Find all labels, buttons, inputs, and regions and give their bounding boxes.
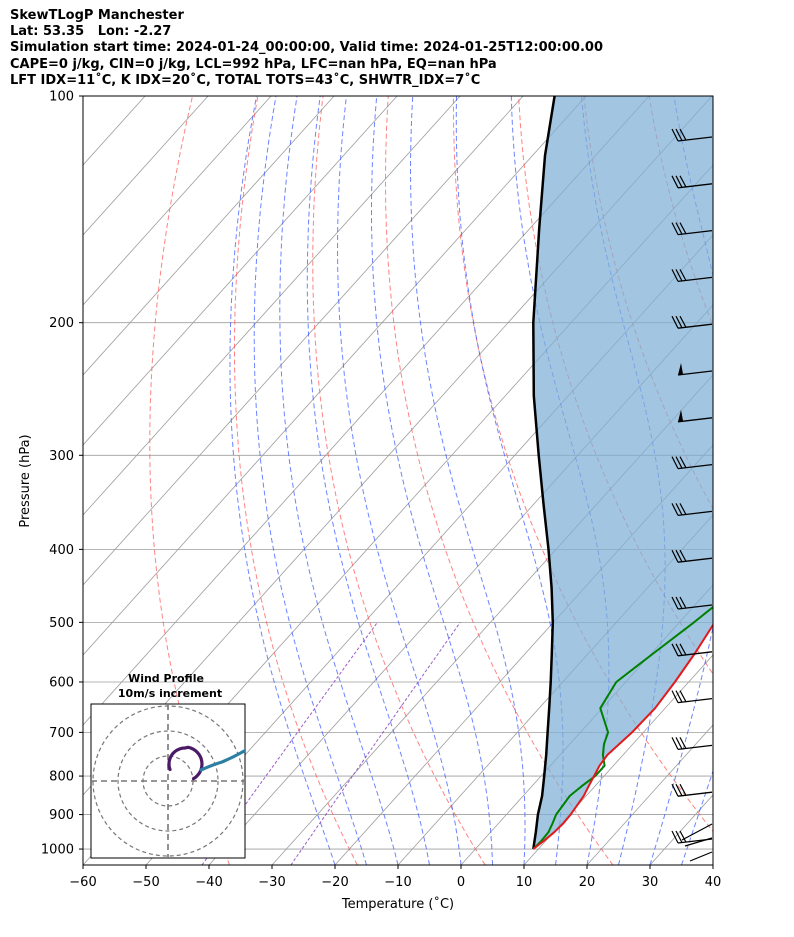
- wind-barb-icon: [671, 456, 713, 470]
- isotherm-line: [83, 96, 335, 376]
- dry-adiabat: [780, 96, 794, 865]
- isotherm-line: [145, 234, 713, 865]
- parcel-profile-line: [532, 96, 556, 850]
- isotherm-line: [271, 374, 713, 865]
- isotherm-line: [83, 96, 398, 446]
- moist-adiabat: [409, 96, 526, 865]
- x-axis-label: Temperature (˚C): [341, 896, 454, 912]
- isotherm-line: [397, 514, 713, 865]
- moist-adiabat: [371, 96, 493, 865]
- wind-barb-icon: [671, 549, 713, 563]
- y-tick-label: 700: [49, 726, 74, 741]
- x-tick-label: 30: [642, 875, 659, 890]
- wind-barb-icon: [671, 269, 713, 283]
- isotherm-line: [83, 96, 587, 656]
- isotherm-line: [83, 96, 461, 516]
- x-tick-label: 10: [516, 875, 533, 890]
- dry-adiabat: [234, 96, 358, 865]
- x-tick-label: 40: [705, 875, 722, 890]
- y-tick-label: 600: [49, 675, 74, 690]
- dry-adiabat: [384, 96, 614, 865]
- y-tick-label: 100: [49, 90, 74, 105]
- wind-barb-icon: [671, 222, 713, 236]
- dewpoint-line: [532, 605, 713, 850]
- y-tick-label: 400: [49, 543, 74, 558]
- isotherm-line: [83, 96, 650, 726]
- location-line: Lat: 53.35 Lon: -2.27: [10, 24, 172, 40]
- moist-adiabat: [306, 96, 430, 865]
- isotherm-line: [523, 654, 713, 865]
- moist-adiabat: [649, 96, 713, 865]
- moist-adiabat: [681, 769, 713, 865]
- x-tick-label: −40: [195, 875, 222, 890]
- wind-profile-inset: Wind Profile 10m/s increment: [90, 672, 246, 859]
- isotherm-line: [83, 96, 209, 236]
- x-tick-label: −20: [321, 875, 348, 890]
- index-line: LFT IDX=11˚C, K IDX=20˚C, TOTAL TOTS=43˚…: [10, 72, 481, 88]
- wind-barb-icon: [689, 851, 713, 862]
- moist-adiabat: [253, 96, 367, 865]
- moist-adiabat: [336, 96, 462, 865]
- isotherm-line: [586, 724, 713, 865]
- isotherm-line: [83, 96, 272, 306]
- y-tick-label: 300: [49, 449, 74, 464]
- y-tick-label: 800: [49, 770, 74, 785]
- mixing-ratio-line: [290, 622, 461, 865]
- isotherm-line: [712, 864, 713, 865]
- dry-adiabat: [312, 96, 486, 865]
- temperature-line: [532, 623, 713, 850]
- hodograph-trace-low: [199, 748, 245, 772]
- wind-barb-icon: [677, 409, 713, 423]
- cape-shading: [533, 96, 713, 849]
- hodograph: [91, 704, 245, 858]
- y-tick-label: 900: [49, 808, 74, 823]
- y-tick-label: 1000: [41, 843, 74, 858]
- isotherm-line: [83, 96, 524, 586]
- wind-barb-icon: [681, 823, 713, 841]
- y-axis-label: Pressure (hPa): [18, 434, 33, 527]
- y-tick-label: 200: [49, 316, 74, 331]
- dry-adiabat: [714, 96, 794, 865]
- axes: −60 −50 −40 −30 −20 −10 0 10 20 30 40 1000 900 800 700…: [41, 90, 721, 891]
- x-tick-label: 0: [457, 875, 465, 890]
- moist-adiabat: [712, 863, 713, 865]
- wind-barb-icon: [671, 690, 713, 704]
- wind-barb-icon: [671, 503, 713, 517]
- wind-barb-icon: [671, 596, 713, 610]
- wind-barb-icon: [671, 783, 713, 797]
- wind-barb-icon: [671, 315, 713, 329]
- inset-title: Wind Profile: [128, 672, 204, 685]
- x-tick-label: −10: [384, 875, 411, 890]
- wind-barb-icon: [671, 175, 713, 189]
- wind-barbs: [671, 128, 713, 862]
- cape-line: CAPE=0 j/kg, CIN=0 j/kg, LCL=992 hPa, LF…: [10, 56, 497, 72]
- x-tick-label: 20: [579, 875, 596, 890]
- x-tick-label: −60: [69, 875, 96, 890]
- chart-title: SkewTLogP Manchester: [10, 8, 184, 23]
- profile-lines: [532, 96, 713, 850]
- hodograph-ring: [117, 730, 219, 832]
- y-tick-label: 500: [49, 616, 74, 631]
- inset-subtitle: 10m/s increment: [118, 687, 222, 700]
- wind-barb-icon: [671, 128, 713, 142]
- wind-barb-icon: [677, 363, 713, 376]
- moist-adiabat: [229, 96, 336, 865]
- wind-barb-icon: [684, 837, 713, 847]
- wind-barb-icon: [671, 643, 713, 657]
- moist-adiabat: [455, 96, 564, 865]
- time-line: Simulation start time: 2024-01-24_00:00:…: [10, 40, 603, 56]
- moist-adiabat: [279, 96, 399, 865]
- wind-barb-icon: [671, 737, 713, 751]
- chart-header: SkewTLogP Manchester Lat: 53.35 Lon: -2.…: [10, 8, 603, 89]
- x-tick-label: −30: [258, 875, 285, 890]
- x-tick-label: −50: [132, 875, 159, 890]
- cape-fill-layer: [533, 96, 713, 849]
